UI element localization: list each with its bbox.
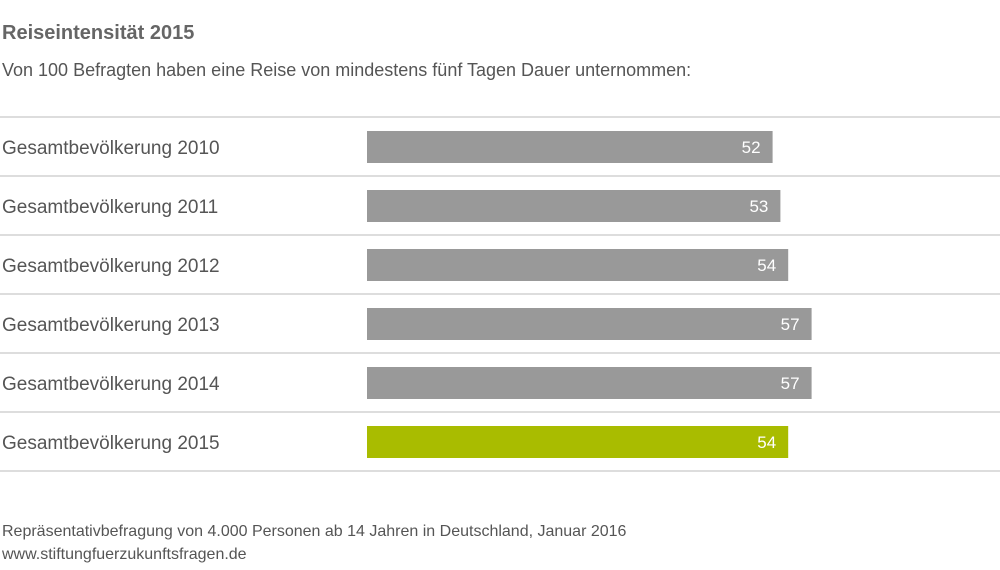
bar xyxy=(367,249,789,281)
bar-value-label: 52 xyxy=(742,138,761,157)
bar xyxy=(367,367,812,399)
bar xyxy=(367,131,773,163)
bar-value-label: 57 xyxy=(781,315,800,334)
category-label: Gesamtbevölkerung 2015 xyxy=(2,433,220,454)
category-label: Gesamtbevölkerung 2010 xyxy=(2,138,220,159)
source-note: Repräsentativbefragung von 4.000 Persone… xyxy=(2,523,627,540)
category-label: Gesamtbevölkerung 2011 xyxy=(2,197,218,218)
category-label: Gesamtbevölkerung 2013 xyxy=(2,315,220,336)
category-label: Gesamtbevölkerung 2012 xyxy=(2,256,220,277)
source-url: www.stiftungfuerzukunftsfragen.de xyxy=(2,546,247,563)
bar-value-label: 54 xyxy=(757,433,776,452)
bar-value-label: 54 xyxy=(757,256,776,275)
bar xyxy=(367,308,812,340)
bar xyxy=(367,190,781,222)
bar xyxy=(367,426,789,458)
chart-title: Reiseintensität 2015 xyxy=(2,22,195,44)
bar-value-label: 53 xyxy=(749,197,768,216)
bar-value-label: 57 xyxy=(781,374,800,393)
chart-subtitle: Von 100 Befragten haben eine Reise von m… xyxy=(2,60,692,80)
bar-chart: Gesamtbevölkerung 2010 52 Gesamtbevölkerun… xyxy=(0,116,1000,472)
category-label: Gesamtbevölkerung 2014 xyxy=(2,374,220,395)
